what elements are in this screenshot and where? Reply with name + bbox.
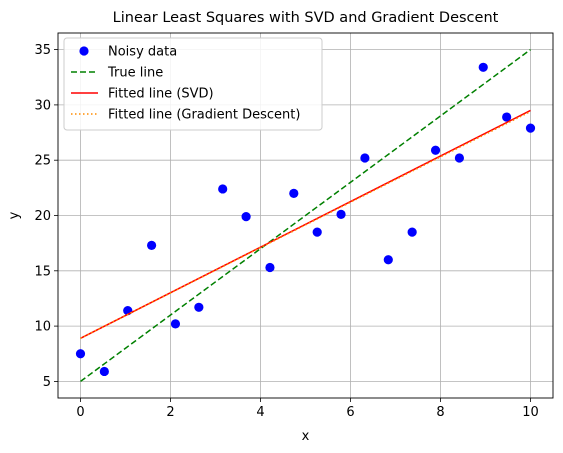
chart-title: Linear Least Squares with SVD and Gradie… <box>113 10 499 26</box>
data-point <box>194 302 204 312</box>
data-point <box>430 145 441 155</box>
data-point <box>383 255 393 265</box>
y-tick-label: 25 <box>34 154 51 169</box>
x-tick-label: 8 <box>436 405 444 420</box>
data-point <box>170 319 181 329</box>
data-point <box>218 184 228 194</box>
x-tick-label: 0 <box>76 405 84 420</box>
data-point <box>336 209 346 219</box>
x-tick-label: 10 <box>522 405 539 420</box>
legend-entry-label: True line <box>107 66 163 81</box>
y-tick-label: 15 <box>34 264 51 279</box>
y-tick-label: 30 <box>34 98 51 113</box>
data-point <box>75 349 86 359</box>
x-axis-label: x <box>302 429 310 444</box>
y-tick-label: 20 <box>34 209 51 224</box>
legend: Noisy data True line Fitted line (SVD) Fitt… <box>63 37 323 131</box>
y-axis-label: y <box>7 211 22 219</box>
x-tick-label: 2 <box>166 405 174 420</box>
data-point <box>265 262 275 273</box>
y-tick-label: 10 <box>34 320 51 335</box>
data-point <box>525 123 536 133</box>
data-point <box>360 153 370 163</box>
data-point <box>502 112 512 122</box>
ticks: 0 2 4 6 8 10 5 10 15 20 25 30 35 <box>34 43 538 420</box>
legend-entry-label: Noisy data <box>108 45 177 60</box>
data-point <box>478 62 488 72</box>
series-line <box>80 48 531 383</box>
data-point <box>99 366 109 377</box>
legend-box <box>63 37 323 131</box>
series-layer <box>75 48 536 383</box>
x-tick-label: 4 <box>256 405 264 420</box>
data-point <box>289 188 299 198</box>
legend-marker <box>79 46 89 56</box>
y-tick-label: 5 <box>43 375 51 390</box>
data-point <box>147 240 157 250</box>
data-point <box>454 153 464 163</box>
data-point <box>312 227 322 237</box>
legend-entry-label: Fitted line (SVD) <box>108 87 214 102</box>
data-point <box>241 212 251 222</box>
data-point <box>407 227 417 237</box>
y-tick-label: 35 <box>34 43 51 58</box>
legend-entry-label: Fitted line (Gradient Descent) <box>108 108 300 123</box>
x-tick-label: 6 <box>346 405 354 420</box>
